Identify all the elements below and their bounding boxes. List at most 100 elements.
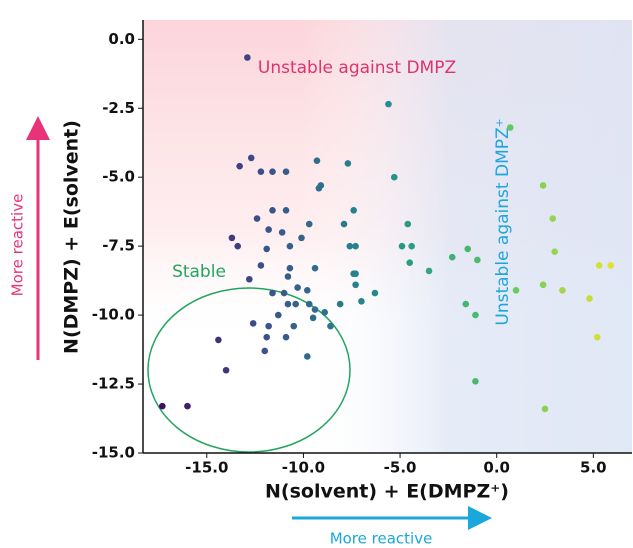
y-axis-label: N(DMPZ) + E(solvent) [61, 120, 83, 354]
point [406, 259, 414, 267]
point [274, 311, 282, 319]
point [280, 289, 288, 297]
y-tick-label: -12.5 [92, 375, 135, 393]
annotation: More reactive [9, 194, 27, 297]
point [286, 264, 294, 272]
point [595, 262, 603, 269]
point [282, 333, 290, 341]
point [315, 184, 323, 192]
point [398, 242, 406, 250]
point [249, 320, 257, 327]
y-tick-label: -10.0 [92, 306, 135, 324]
point [336, 300, 344, 308]
annotation: Stable [172, 262, 226, 282]
point [541, 405, 549, 413]
point [246, 275, 253, 283]
point [286, 242, 294, 250]
point [303, 353, 311, 360]
point [298, 234, 305, 242]
point [358, 298, 365, 305]
point [512, 286, 520, 294]
point [184, 402, 191, 410]
point [352, 270, 359, 278]
point [263, 245, 270, 253]
point [236, 162, 243, 170]
point [385, 100, 392, 108]
point [309, 314, 317, 322]
stable-ellipse [147, 287, 351, 453]
annotation: More reactive [330, 530, 433, 548]
point [159, 402, 166, 410]
point [462, 300, 470, 308]
point [404, 220, 412, 228]
point [586, 295, 593, 302]
point [269, 206, 276, 214]
point [371, 289, 379, 297]
point [474, 256, 481, 264]
point [472, 377, 479, 385]
annotation: Unstable against DMPZ [258, 58, 456, 78]
point [551, 248, 558, 255]
y-tick-label: -15.0 [92, 444, 135, 462]
point [257, 262, 265, 269]
point [305, 220, 313, 228]
x-tick-label: 5.0 [580, 459, 607, 477]
point [265, 322, 272, 330]
point [344, 160, 352, 167]
point [607, 262, 615, 269]
point [222, 366, 230, 374]
x-tick-label: -15.0 [185, 459, 228, 477]
point [303, 286, 311, 294]
point [244, 54, 251, 61]
point [549, 215, 557, 222]
point [247, 154, 255, 162]
point [593, 333, 601, 341]
point [539, 182, 547, 189]
point [311, 264, 319, 272]
point [292, 300, 299, 308]
point [313, 157, 321, 164]
point [282, 206, 290, 214]
point [265, 226, 272, 233]
y-tick-label: -5.0 [102, 168, 135, 186]
point [464, 245, 472, 253]
y-tick-label: 0.0 [108, 30, 135, 48]
point [352, 281, 359, 289]
point [294, 284, 301, 291]
point [350, 206, 357, 214]
point [311, 306, 319, 313]
point [261, 347, 269, 355]
x-tick-label: -10.0 [282, 459, 325, 477]
x-tick-label: -5.0 [384, 459, 417, 477]
point [559, 286, 566, 294]
point [269, 289, 276, 297]
point [352, 242, 359, 250]
point [284, 273, 292, 280]
point [472, 311, 479, 319]
point [408, 242, 415, 250]
point [278, 229, 286, 236]
y-tick-label: -2.5 [102, 99, 135, 117]
plot-area [143, 20, 632, 453]
point [448, 253, 456, 261]
point [263, 333, 270, 341]
point [346, 242, 354, 250]
point [228, 234, 236, 242]
point [390, 173, 398, 181]
point [234, 242, 242, 250]
point [539, 281, 547, 289]
point [305, 300, 313, 308]
point [321, 309, 328, 316]
point [253, 215, 261, 222]
point [269, 168, 276, 175]
point [215, 336, 222, 344]
point [282, 168, 290, 175]
point [340, 220, 348, 228]
point [257, 168, 265, 175]
point [327, 322, 334, 330]
point [506, 124, 514, 131]
point [425, 267, 433, 275]
annotation: Unstable against DMPZ⁺ [493, 118, 513, 325]
point [284, 300, 292, 308]
